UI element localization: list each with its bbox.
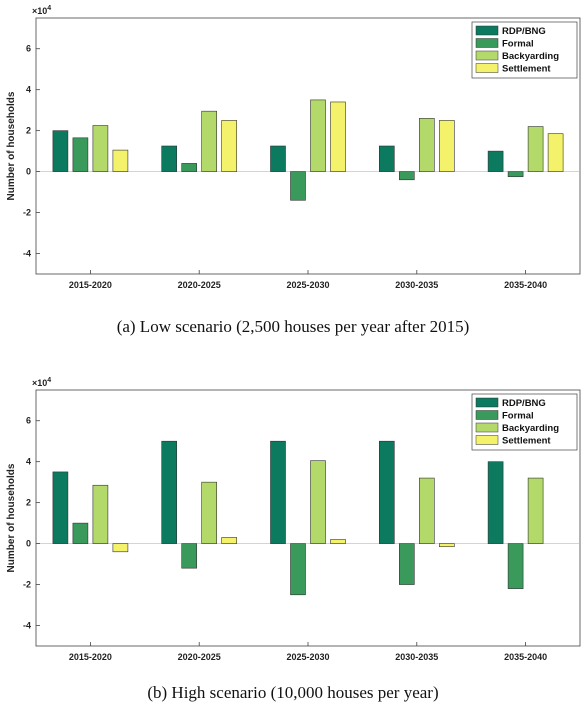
bar-formal-2015-2020 xyxy=(72,522,89,544)
y-axis-label: Number of households xyxy=(6,91,17,200)
bar-settlement-2025-2030 xyxy=(330,539,346,544)
x-tick-label: 2015-2020 xyxy=(69,652,112,662)
bar-formal-2025-2030 xyxy=(290,171,306,201)
bar-settlement-2020-2025 xyxy=(221,537,237,544)
legend-swatch xyxy=(475,422,499,433)
bar-rdp-bng-2015-2020 xyxy=(52,471,69,544)
bar-settlement-2035-2040 xyxy=(547,133,564,172)
bar-settlement-2030-2035 xyxy=(438,543,455,547)
figure-caption: (a) Low scenario (2,500 houses per year … xyxy=(117,317,470,336)
bar-backyarding-2030-2035 xyxy=(418,118,435,172)
bar-settlement-2015-2020 xyxy=(112,543,129,553)
y-axis-label: Number of households xyxy=(6,463,17,572)
x-tick-label: 2015-2020 xyxy=(69,280,112,290)
bar-settlement-2030-2035 xyxy=(438,120,455,172)
legend-swatch xyxy=(475,435,499,445)
bar-formal-2035-2040 xyxy=(507,171,524,178)
y-tick-label: -4 xyxy=(23,249,31,259)
legend-label: Backyarding xyxy=(502,423,559,434)
chart-0: -4 -2 0 2 4 6 ×104 Number of households 2015-202… xyxy=(6,5,581,336)
y-tick-label: -2 xyxy=(23,208,31,218)
bar-formal-2020-2025 xyxy=(181,543,197,569)
bar-backyarding-2035-2040 xyxy=(527,126,544,172)
bar-formal-2030-2035 xyxy=(398,543,415,585)
legend-label: Settlement xyxy=(502,436,551,447)
x-tick-label: 2020-2025 xyxy=(178,652,221,662)
y-tick-label: -2 xyxy=(23,580,31,590)
bar-formal-2035-2040 xyxy=(507,543,524,589)
y-multiplier: ×104 xyxy=(32,5,51,16)
bar-rdp-bng-2020-2025 xyxy=(161,440,177,544)
x-tick-label: 2025-2030 xyxy=(286,652,329,662)
legend-label: Settlement xyxy=(502,64,551,75)
y-tick-label: 6 xyxy=(26,44,31,54)
bar-formal-2020-2025 xyxy=(181,163,197,172)
y-tick-label: 0 xyxy=(26,167,31,177)
bar-rdp-bng-2020-2025 xyxy=(161,145,177,172)
bar-rdp-bng-2030-2035 xyxy=(378,145,395,172)
x-tick-label: 2025-2030 xyxy=(286,280,329,290)
bar-backyarding-2025-2030 xyxy=(310,99,326,172)
legend-swatch xyxy=(475,397,499,408)
legend-label: RDP/BNG xyxy=(502,26,546,37)
bar-backyarding-2015-2020 xyxy=(92,484,109,544)
bar-backyarding-2020-2025 xyxy=(201,481,217,544)
y-multiplier: ×104 xyxy=(32,377,51,388)
legend-swatch xyxy=(475,50,499,61)
y-tick-label: 6 xyxy=(26,416,31,426)
bar-rdp-bng-2035-2040 xyxy=(487,150,504,172)
x-tick-label: 2035-2040 xyxy=(504,652,547,662)
y-tick-label: 4 xyxy=(26,85,31,95)
x-tick-label: 2030-2035 xyxy=(395,652,438,662)
y-tick-label: 2 xyxy=(26,498,31,508)
bar-formal-2015-2020 xyxy=(72,137,89,172)
bar-settlement-2025-2030 xyxy=(330,101,346,172)
bar-settlement-2015-2020 xyxy=(112,149,129,172)
bar-rdp-bng-2015-2020 xyxy=(52,130,69,172)
bar-rdp-bng-2035-2040 xyxy=(487,461,504,544)
y-tick-label: -4 xyxy=(23,621,31,631)
y-tick-label: 4 xyxy=(26,457,31,467)
legend-label: Formal xyxy=(502,411,534,422)
bar-rdp-bng-2025-2030 xyxy=(270,440,286,544)
y-tick-label: 2 xyxy=(26,126,31,136)
bar-rdp-bng-2025-2030 xyxy=(270,145,286,172)
bar-rdp-bng-2030-2035 xyxy=(378,440,395,544)
bar-backyarding-2020-2025 xyxy=(201,110,217,172)
bar-formal-2025-2030 xyxy=(290,543,306,596)
chart-1: -4 -2 0 2 4 6 ×104 Number of households 2015-202… xyxy=(6,377,581,702)
bar-backyarding-2015-2020 xyxy=(92,125,109,172)
bar-backyarding-2035-2040 xyxy=(527,477,544,544)
bar-formal-2030-2035 xyxy=(398,171,415,181)
figure-caption: (b) High scenario (10,000 houses per yea… xyxy=(147,683,438,702)
legend-swatch xyxy=(475,38,499,48)
legend-swatch xyxy=(475,63,499,73)
x-tick-label: 2035-2040 xyxy=(504,280,547,290)
bar-backyarding-2025-2030 xyxy=(310,460,326,544)
legend-label: Formal xyxy=(502,39,534,50)
x-tick-label: 2020-2025 xyxy=(178,280,221,290)
bar-settlement-2020-2025 xyxy=(221,120,237,172)
x-tick-label: 2030-2035 xyxy=(395,280,438,290)
legend-label: Backyarding xyxy=(502,51,559,62)
y-tick-label: 0 xyxy=(26,539,31,549)
legend-swatch xyxy=(475,25,499,36)
legend-swatch xyxy=(475,410,499,420)
legend-label: RDP/BNG xyxy=(502,398,546,409)
bar-backyarding-2030-2035 xyxy=(418,477,435,544)
